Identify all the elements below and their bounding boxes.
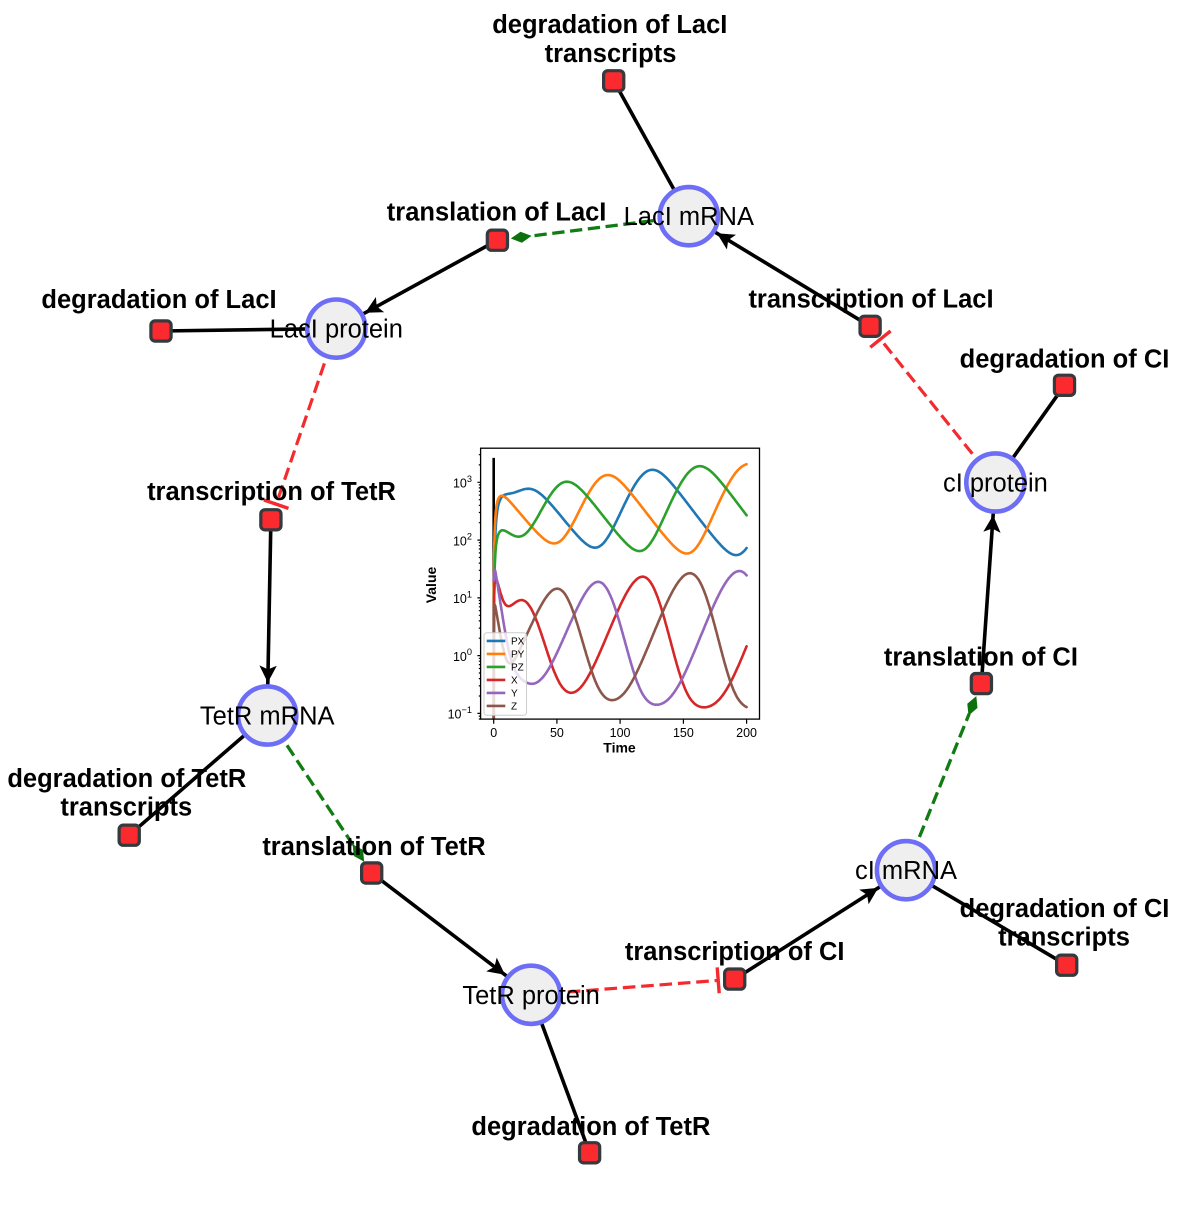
svg-text:LacI protein: LacI protein xyxy=(270,316,403,344)
svg-text:TetR protein: TetR protein xyxy=(462,982,600,1010)
svg-text:degradation of CI: degradation of CI xyxy=(960,346,1170,374)
svg-text:Y: Y xyxy=(511,688,518,699)
svg-text:0: 0 xyxy=(490,726,497,740)
svg-text:cI mRNA: cI mRNA xyxy=(855,857,957,885)
svg-text:TetR mRNA: TetR mRNA xyxy=(200,703,335,731)
svg-text:10−1: 10−1 xyxy=(448,705,472,722)
svg-text:translation of TetR: translation of TetR xyxy=(262,833,485,861)
svg-text:103: 103 xyxy=(453,474,472,491)
svg-text:Time: Time xyxy=(603,739,636,755)
svg-text:PZ: PZ xyxy=(511,662,524,673)
svg-text:PX: PX xyxy=(511,636,525,647)
svg-text:degradation of LacI: degradation of LacI xyxy=(41,286,276,314)
svg-text:PY: PY xyxy=(511,649,525,660)
svg-text:Z: Z xyxy=(511,701,517,712)
svg-text:translation of LacI: translation of LacI xyxy=(387,199,607,227)
svg-text:cI protein: cI protein xyxy=(943,470,1048,498)
svg-text:100: 100 xyxy=(610,726,631,740)
svg-text:150: 150 xyxy=(673,726,694,740)
svg-text:transcripts: transcripts xyxy=(60,794,192,822)
svg-text:Value: Value xyxy=(423,567,439,604)
svg-text:X: X xyxy=(511,675,518,686)
svg-text:translation of CI: translation of CI xyxy=(884,644,1078,672)
svg-text:degradation of CI: degradation of CI xyxy=(960,895,1170,923)
svg-text:200: 200 xyxy=(736,726,757,740)
svg-text:101: 101 xyxy=(453,589,472,606)
svg-text:degradation of LacI: degradation of LacI xyxy=(492,11,727,39)
svg-text:100: 100 xyxy=(453,647,472,664)
svg-text:transcription of LacI: transcription of LacI xyxy=(748,286,993,314)
svg-text:transcription of TetR: transcription of TetR xyxy=(147,478,396,506)
svg-text:transcripts: transcripts xyxy=(545,40,677,68)
svg-text:degradation of TetR: degradation of TetR xyxy=(471,1113,710,1141)
svg-text:transcription of CI: transcription of CI xyxy=(625,938,845,966)
svg-text:LacI mRNA: LacI mRNA xyxy=(624,203,754,231)
svg-text:transcripts: transcripts xyxy=(998,924,1130,952)
svg-text:102: 102 xyxy=(453,532,472,549)
svg-text:degradation of TetR: degradation of TetR xyxy=(7,765,246,793)
svg-text:50: 50 xyxy=(550,726,564,740)
